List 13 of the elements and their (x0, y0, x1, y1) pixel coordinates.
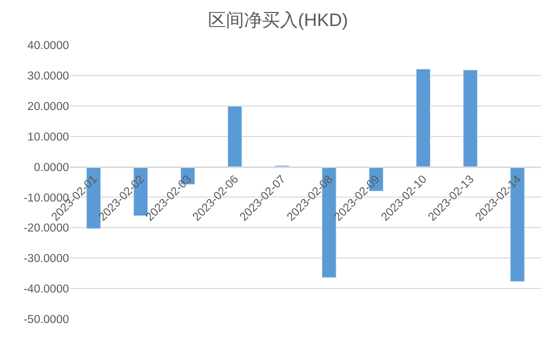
y-tick-label: 20.0000 (27, 100, 69, 113)
y-tick-label: 30.0000 (27, 70, 69, 82)
bar (463, 70, 478, 168)
bar (228, 106, 242, 168)
y-tick-label: -30.0000 (24, 253, 69, 266)
y-tick-label: 0.0000 (34, 162, 69, 174)
bar (416, 68, 431, 168)
chart-title: 区间净买入(HKD) (208, 10, 348, 30)
y-tick-label: -40.0000 (24, 284, 69, 296)
y-tick-label: -50.0000 (24, 314, 69, 326)
y-tick-label: 40.0000 (27, 40, 69, 52)
y-tick-label: 10.0000 (27, 131, 69, 144)
y-tick-label: -20.0000 (24, 222, 69, 235)
